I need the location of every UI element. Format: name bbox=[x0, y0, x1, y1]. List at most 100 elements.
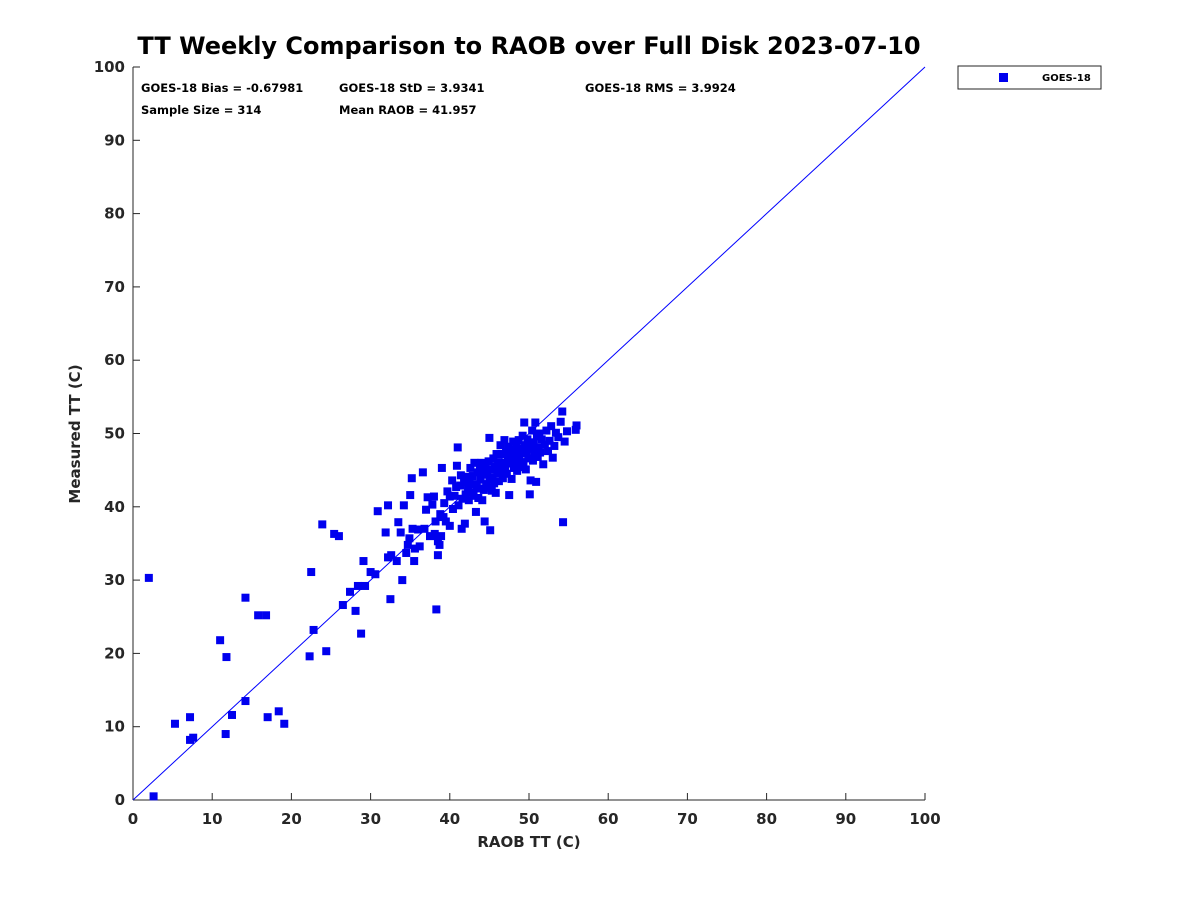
y-tick-label: 40 bbox=[104, 498, 125, 516]
data-point bbox=[338, 601, 347, 610]
data-point bbox=[307, 568, 316, 577]
data-point bbox=[366, 568, 375, 577]
data-point bbox=[443, 487, 452, 496]
x-axis-label: RAOB TT (C) bbox=[477, 833, 580, 851]
y-tick-label: 100 bbox=[94, 58, 125, 76]
data-points bbox=[144, 407, 581, 801]
data-point bbox=[514, 436, 523, 445]
data-point bbox=[423, 493, 432, 502]
data-point bbox=[522, 447, 531, 456]
data-point bbox=[430, 529, 439, 538]
data-point bbox=[405, 534, 414, 543]
data-point bbox=[490, 479, 499, 488]
y-tick-label: 20 bbox=[104, 644, 125, 662]
legend-box bbox=[957, 65, 1102, 90]
data-point bbox=[318, 520, 327, 529]
data-point bbox=[470, 458, 479, 467]
data-point bbox=[432, 605, 441, 614]
stat-rms: GOES-18 RMS = 3.9924 bbox=[585, 81, 736, 95]
data-point bbox=[496, 441, 505, 450]
data-point bbox=[518, 431, 527, 440]
data-point bbox=[485, 433, 494, 442]
legend: GOES-18 bbox=[957, 65, 1102, 90]
data-point bbox=[322, 647, 331, 656]
data-point bbox=[500, 436, 509, 445]
y-tick-label: 0 bbox=[115, 791, 125, 809]
data-point bbox=[448, 504, 457, 513]
data-point bbox=[254, 611, 263, 620]
data-point bbox=[445, 492, 454, 501]
x-tick-label: 0 bbox=[128, 810, 138, 828]
data-point bbox=[544, 447, 553, 456]
data-point bbox=[222, 653, 231, 662]
data-point bbox=[507, 474, 516, 483]
data-point bbox=[488, 473, 497, 482]
data-point bbox=[435, 540, 444, 549]
data-point bbox=[533, 452, 542, 461]
data-point bbox=[525, 490, 534, 499]
data-point bbox=[262, 611, 271, 620]
y-tick-label: 10 bbox=[104, 718, 125, 736]
data-point bbox=[490, 462, 499, 471]
data-point bbox=[551, 428, 560, 437]
data-point bbox=[519, 458, 528, 467]
data-point bbox=[221, 730, 230, 739]
data-point bbox=[373, 507, 382, 516]
data-point bbox=[466, 463, 475, 472]
data-point bbox=[475, 484, 484, 493]
data-point bbox=[542, 426, 551, 435]
data-point bbox=[550, 441, 559, 450]
data-point bbox=[457, 524, 466, 533]
data-point bbox=[371, 570, 380, 579]
data-point bbox=[480, 517, 489, 526]
x-tick-label: 30 bbox=[360, 810, 381, 828]
data-point bbox=[534, 443, 543, 452]
y-tick-label: 70 bbox=[104, 278, 125, 296]
data-point bbox=[536, 448, 545, 457]
data-point bbox=[384, 501, 393, 510]
data-point bbox=[441, 517, 450, 526]
data-point bbox=[572, 421, 581, 430]
data-point bbox=[560, 437, 569, 446]
stats-annotations: GOES-18 Bias = -0.67981 GOES-18 StD = 3.… bbox=[141, 81, 736, 117]
data-point bbox=[524, 454, 533, 463]
data-point bbox=[439, 513, 448, 522]
data-point bbox=[274, 707, 283, 716]
data-point bbox=[396, 528, 405, 537]
data-point bbox=[386, 595, 395, 604]
data-point bbox=[399, 501, 408, 510]
x-ticks: 0 10 20 30 40 50 60 70 80 90 100 bbox=[128, 793, 941, 828]
data-point bbox=[406, 491, 415, 500]
data-point bbox=[491, 488, 500, 497]
data-point bbox=[359, 557, 368, 566]
stat-bias: GOES-18 Bias = -0.67981 bbox=[141, 81, 303, 95]
data-point bbox=[353, 581, 362, 590]
data-point bbox=[456, 471, 465, 480]
data-point bbox=[454, 501, 463, 510]
x-tick-label: 20 bbox=[281, 810, 302, 828]
data-point bbox=[520, 418, 529, 427]
data-point bbox=[241, 697, 250, 706]
data-point bbox=[305, 652, 314, 661]
data-point bbox=[503, 452, 512, 461]
x-tick-label: 90 bbox=[835, 810, 856, 828]
data-point bbox=[189, 733, 198, 742]
data-point bbox=[458, 494, 467, 503]
data-point bbox=[460, 519, 469, 528]
data-point bbox=[521, 465, 530, 474]
data-point bbox=[429, 492, 438, 501]
data-point bbox=[334, 532, 343, 541]
data-point bbox=[381, 528, 390, 537]
data-point bbox=[394, 518, 403, 527]
y-tick-label: 50 bbox=[104, 425, 125, 443]
data-point bbox=[468, 472, 477, 481]
data-point bbox=[418, 468, 427, 477]
data-point bbox=[505, 491, 514, 500]
data-point bbox=[149, 792, 158, 801]
data-point bbox=[216, 636, 225, 645]
data-point bbox=[170, 719, 179, 728]
x-tick-label: 100 bbox=[909, 810, 940, 828]
data-point bbox=[484, 457, 493, 466]
data-point bbox=[410, 557, 419, 566]
